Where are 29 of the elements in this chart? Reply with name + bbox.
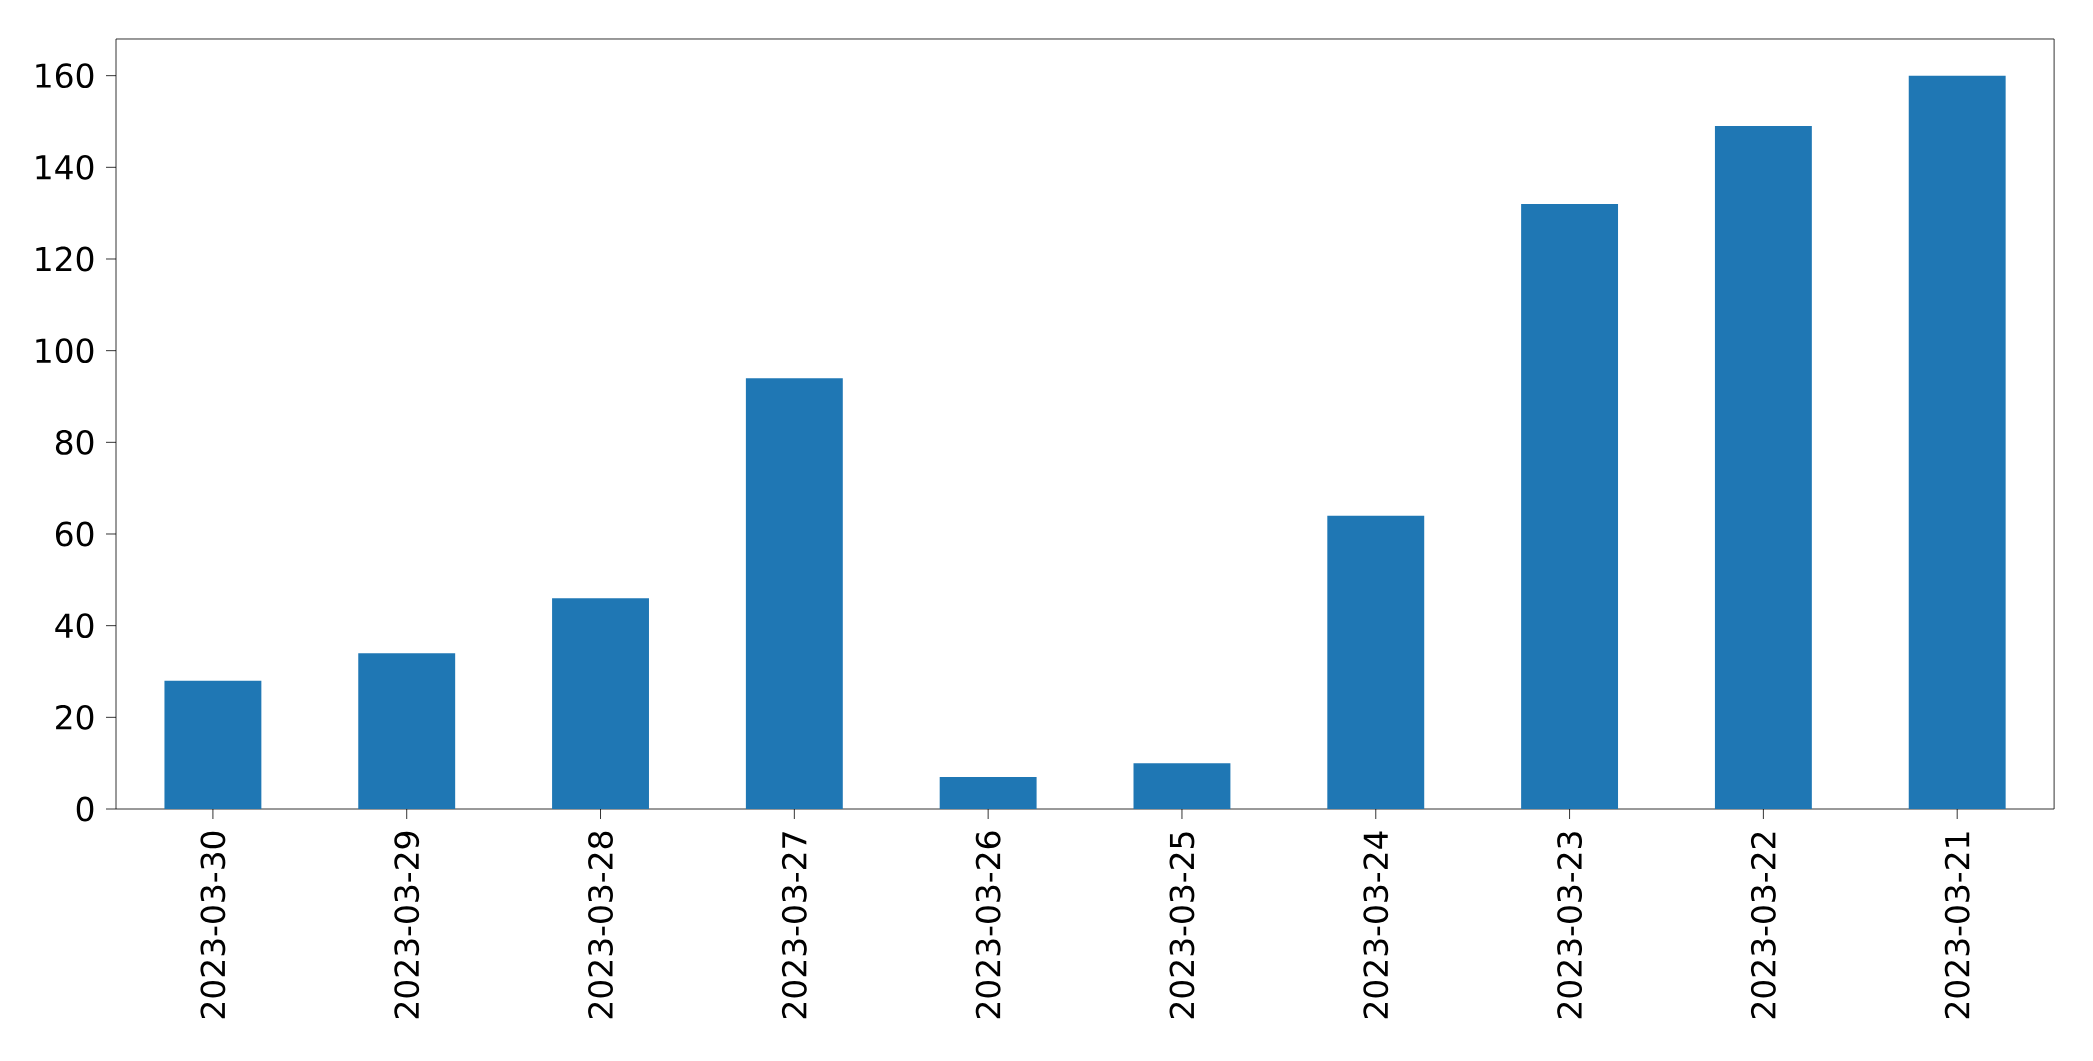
y-tick-label: 80 xyxy=(55,429,94,455)
bar xyxy=(1133,763,1231,809)
x-tick-label: 2023-03-24 xyxy=(1363,831,1389,1019)
bar xyxy=(358,653,456,809)
bar xyxy=(939,776,1037,809)
x-tick-label: 2023-03-22 xyxy=(1750,832,1776,1019)
bar xyxy=(1908,75,2006,809)
y-tick-label: 120 xyxy=(36,246,94,272)
x-tick-label: 2023-03-28 xyxy=(588,831,613,1019)
y-tick-label: 60 xyxy=(55,521,94,547)
x-tick-label: 2023-03-25 xyxy=(1169,832,1195,1019)
y-tick-label: 0 xyxy=(76,796,94,822)
y-tick-label: 40 xyxy=(55,613,94,639)
x-tick-label: 2023-03-27 xyxy=(781,832,807,1019)
y-tick-label: 140 xyxy=(36,154,94,180)
x-tick-label: 2023-03-26 xyxy=(975,831,1001,1019)
x-tick-label: 2023-03-21 xyxy=(1944,832,1970,1019)
y-tick-label: 20 xyxy=(56,704,94,730)
x-tick-label: 2023-03-30 xyxy=(200,831,226,1019)
bar xyxy=(1714,126,1812,809)
y-tick-label: 160 xyxy=(36,63,94,89)
x-tick-label: 2023-03-29 xyxy=(394,831,420,1019)
bar xyxy=(552,598,649,809)
bar xyxy=(1521,203,1619,809)
bar xyxy=(164,680,262,809)
y-tick-label: 100 xyxy=(36,338,94,364)
bar xyxy=(1327,515,1425,809)
bar xyxy=(745,378,843,809)
x-tick-label: 2023-03-23 xyxy=(1557,832,1583,1019)
